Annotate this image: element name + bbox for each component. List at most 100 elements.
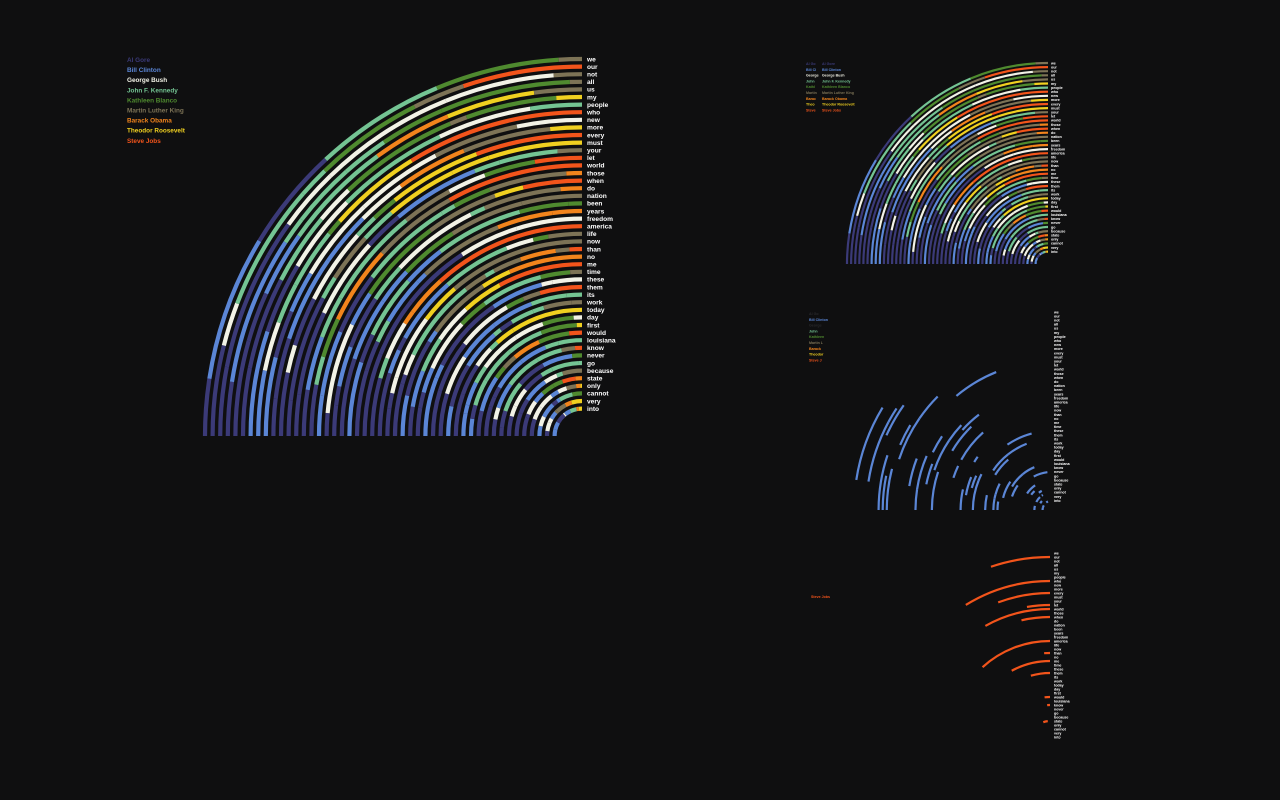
arc-segment	[993, 494, 997, 500]
legend-entry[interactable]: Steve Jobs	[811, 595, 830, 599]
arc-segment	[466, 333, 496, 367]
legend-entry[interactable]: Martin Luther King	[822, 91, 854, 95]
legend-entry[interactable]: Al Gore	[822, 62, 835, 66]
arc-segment	[1033, 235, 1039, 240]
arc-segment	[985, 252, 989, 265]
arc-segment	[1010, 233, 1015, 239]
arc-segment	[1018, 232, 1029, 242]
arc-segment	[1027, 201, 1044, 207]
legend-entry[interactable]: Theodor	[809, 353, 824, 357]
arc-segment	[1013, 252, 1019, 265]
word-label: more	[1054, 347, 1063, 351]
legend-entry[interactable]: Bill Clinton	[822, 68, 841, 72]
arc-segment	[562, 412, 567, 417]
word-label: now	[1054, 647, 1061, 651]
arc-segment	[439, 209, 521, 254]
legend-entry[interactable]: George	[809, 324, 822, 328]
legend-entry[interactable]: George	[806, 74, 819, 78]
legend-entry[interactable]: Barack Obama	[127, 118, 172, 125]
legend-entry[interactable]: Al Go	[809, 312, 819, 316]
arc-segment	[885, 468, 894, 511]
legend-entry[interactable]: Bill Clinton	[809, 318, 828, 322]
arc-segment	[288, 297, 325, 401]
legend-entry[interactable]: Martin L	[809, 341, 824, 345]
arc-segment	[320, 330, 343, 397]
legend-entry[interactable]: Steve J	[809, 358, 822, 362]
arc-segment	[518, 363, 545, 386]
arc-segment	[918, 148, 956, 192]
arc-segment	[972, 144, 1016, 168]
word-label: let	[1051, 115, 1056, 119]
word-label: us	[1051, 78, 1055, 82]
word-label: today	[1054, 683, 1064, 687]
word-label: new	[1051, 94, 1058, 98]
legend-entry[interactable]: Barac	[806, 97, 816, 101]
arc-segment	[966, 135, 1003, 156]
arc-segment	[268, 241, 288, 270]
legend-entry[interactable]: Bill Cl	[806, 68, 816, 72]
arc-segment	[966, 425, 973, 432]
arc-segment	[1040, 238, 1046, 242]
arc-segment	[510, 309, 534, 324]
arc-segment	[949, 122, 992, 149]
arc-segment	[917, 166, 943, 203]
arc-segment	[976, 80, 1023, 95]
arc-segment	[955, 371, 997, 397]
legend-entry[interactable]: Kathleen	[809, 335, 824, 339]
word-label: very	[1051, 246, 1058, 250]
arc-segment	[984, 99, 1032, 114]
legend-entry[interactable]: Theo	[806, 103, 815, 107]
arc-segment	[451, 155, 490, 175]
arc-segment	[538, 415, 546, 427]
arc-segment	[879, 150, 893, 169]
arc-segment	[1032, 70, 1049, 73]
arc-segment	[483, 275, 542, 306]
legend-entry[interactable]: Al Go	[806, 62, 816, 66]
legend-entry[interactable]: Barack	[809, 347, 821, 351]
legend-entry[interactable]: John F. Kennedy	[127, 87, 178, 94]
arc-segment	[972, 152, 1049, 184]
legend-entry[interactable]: Kathleen Blanco	[822, 85, 851, 89]
arc-segment	[897, 122, 924, 150]
legend-entry[interactable]: Theodor Roosevelt	[822, 103, 855, 107]
legend-entry[interactable]: Kathleen Blanco	[127, 97, 177, 104]
legend-entry[interactable]: Martin Luther King	[127, 108, 184, 115]
arc-segment	[530, 293, 567, 306]
legend-entry[interactable]: Steve	[806, 108, 816, 112]
legend-entry[interactable]: Steve Jobs	[127, 138, 161, 145]
legend-entry[interactable]: George Bush	[822, 74, 845, 78]
arc-segment	[406, 249, 442, 283]
arc-segment	[537, 425, 543, 437]
legend-entry[interactable]: Theodor Roosevelt	[127, 128, 186, 135]
legend-entry[interactable]: George Bush	[127, 77, 167, 84]
middle-right-chart-panel: weournotallusmypeoplewhonewmoreeverymust…	[809, 310, 1071, 511]
arc-segment	[921, 106, 944, 124]
word-label: those	[587, 170, 605, 177]
word-label: world	[1050, 119, 1061, 123]
arc-segment	[424, 225, 499, 276]
legend-entry[interactable]: John	[806, 79, 815, 83]
arc-segment	[540, 270, 571, 280]
arc-segment	[896, 114, 940, 159]
arc-segment	[545, 421, 552, 432]
arc-segment	[505, 237, 534, 251]
legend-entry[interactable]: Martin	[806, 91, 817, 95]
word-label: let	[1054, 364, 1059, 368]
legend-entry[interactable]: Bill Clinton	[127, 67, 161, 74]
arc-segment	[930, 471, 940, 511]
word-label: who	[1050, 90, 1059, 94]
word-label: its	[1051, 188, 1055, 192]
arc-segment	[879, 172, 898, 209]
legend-entry[interactable]: John	[809, 329, 818, 333]
legend-entry[interactable]: Barack Obama	[822, 97, 848, 101]
arc-segment	[1034, 82, 1049, 86]
legend-entry[interactable]: Al Gore	[127, 57, 151, 64]
legend-entry[interactable]: Steve Jobs	[822, 108, 841, 112]
legend-entry[interactable]: Kathl	[806, 85, 815, 89]
arc-segment	[309, 384, 319, 437]
arc-segment	[332, 404, 339, 437]
legend-entry[interactable]: John F. Kennedy	[822, 79, 851, 83]
arc-segment	[257, 157, 328, 243]
arc-segment	[533, 391, 545, 404]
arc-segment	[297, 312, 326, 395]
